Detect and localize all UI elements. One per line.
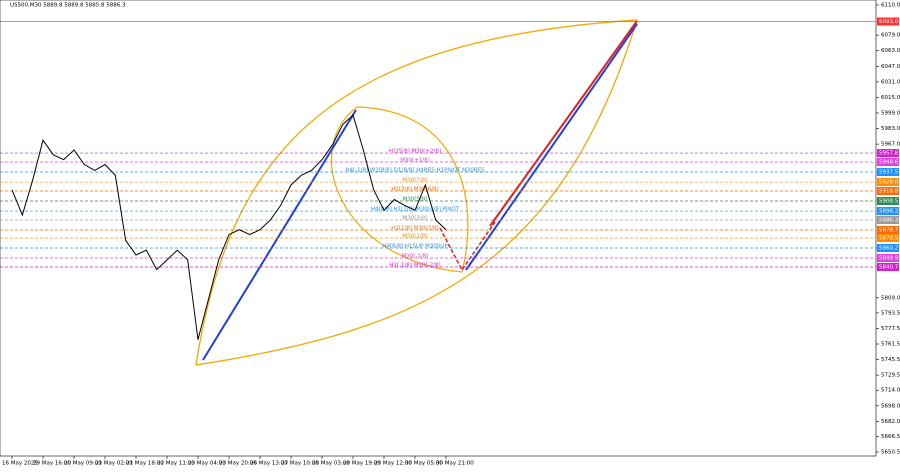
level-label: 5878.7 <box>879 228 899 234</box>
y-tick-label: 5729.5 <box>881 373 900 379</box>
y-tick-label: 5999.0 <box>881 110 900 116</box>
level-box <box>877 244 899 253</box>
level-note: H1[5/8] M30[+2/8] <box>389 149 441 155</box>
level-note: H4[6/8] H1SUP M30SUP <box>382 244 448 250</box>
trend-line <box>489 20 638 227</box>
x-tick-label: 16 May 2025 <box>2 461 38 467</box>
y-tick-label: 5666.5 <box>881 434 900 440</box>
x-tick-label: 29 May 12:00 <box>374 461 412 467</box>
projection-arrow <box>439 221 496 272</box>
y-tick-label: 6015.0 <box>881 95 900 101</box>
level-label: 5918.8 <box>879 188 899 194</box>
y-tick-label: 6110.0 <box>881 3 900 9</box>
y-tick-label: 5809.0 <box>881 295 900 301</box>
trend-line <box>202 109 357 361</box>
x-tick-label: 23 May 20:00 <box>219 461 257 467</box>
level-note: M30[1/8] <box>403 233 428 239</box>
x-tick-label: 28 May 03:00 <box>312 461 350 467</box>
level-box <box>877 149 899 158</box>
level-note: M30[-1/8] <box>402 254 429 260</box>
plot-frame <box>0 0 877 457</box>
level-label: 5840.7 <box>879 264 899 270</box>
x-tick-label: 28 May 19:00 <box>343 461 381 467</box>
level-box <box>877 215 899 224</box>
level-note: M30[+1/8] <box>400 158 430 164</box>
y-tick-label: 5761.5 <box>881 342 900 348</box>
trend-line <box>465 23 638 271</box>
level-box <box>877 17 899 26</box>
level-box <box>877 262 899 271</box>
y-tick-label: 5793.5 <box>881 310 900 316</box>
level-label: 5898.2 <box>879 209 898 215</box>
level-box <box>877 178 899 187</box>
level-label: 5937.5 <box>879 170 899 176</box>
x-tick-label: 21 May 02:00 <box>95 461 133 467</box>
level-box <box>877 186 899 195</box>
level-label: 5928.0 <box>879 180 899 186</box>
level-box <box>877 233 899 242</box>
x-tick-label: 30 May 21:00 <box>436 461 474 467</box>
level-box <box>877 197 899 206</box>
level-note: H1[-1/8] M30[-2/8] <box>389 262 440 268</box>
level-note: H1[3/8] M30[6/8] <box>391 186 438 192</box>
x-tick-label: 21 May 18:00 <box>126 461 164 467</box>
y-tick-label: 5777.5 <box>881 326 900 332</box>
y-tick-label: 5745.5 <box>881 357 900 363</box>
level-label: 5957.8 <box>879 151 899 157</box>
arc <box>195 19 638 366</box>
level-label: 5948.6 <box>879 160 899 166</box>
level-label: 5849.9 <box>879 256 899 262</box>
level-label: 6093.0 <box>879 19 899 25</box>
level-box <box>877 168 899 177</box>
level-box <box>877 254 899 263</box>
level-box <box>877 226 899 235</box>
x-tick-label: 27 May 10:00 <box>281 461 319 467</box>
level-note: H4[-1/8] W1[8/8] D1[8/8] H4RES H1PIVOT M… <box>345 168 485 174</box>
level-label: 5886.3 <box>879 217 899 223</box>
chart-title: US500,M30 5889.8 5889.8 5885.8 5886.3 <box>10 3 126 9</box>
x-tick-label: 19 May 16:00 <box>33 461 71 467</box>
y-tick-label: 5682.0 <box>881 419 900 425</box>
y-tick-label: 5967.0 <box>881 142 900 148</box>
x-tick-label: 26 May 13:00 <box>250 461 288 467</box>
arc <box>195 19 638 366</box>
y-tick-label: 5650.5 <box>881 450 900 456</box>
y-tick-label: 5698.0 <box>881 403 900 409</box>
drawings <box>195 19 638 366</box>
level-label: 5860.2 <box>879 246 898 252</box>
level-note: M30[7/8] <box>403 178 428 184</box>
level-label: 5908.5 <box>879 199 899 205</box>
y-tick-label: 6063.0 <box>881 48 900 54</box>
level-box <box>877 158 899 167</box>
y-tick-label: 6079.0 <box>881 33 900 39</box>
x-tick-label: 30 May 05:00 <box>405 461 443 467</box>
level-note: M30[5/8] <box>403 197 428 203</box>
y-tick-label: 6047.0 <box>881 64 900 70</box>
x-tick-label: 20 May 09:00 <box>64 461 102 467</box>
price-line <box>11 114 447 340</box>
y-tick-label: 6031.0 <box>881 79 900 85</box>
y-tick-label: 5983.0 <box>881 126 900 132</box>
x-tick-label: 22 May 11:00 <box>157 461 195 467</box>
y-tick-label: 5714.0 <box>881 388 900 394</box>
level-box <box>877 207 899 216</box>
x-tick-label: 23 May 04:00 <box>188 461 226 467</box>
level-note: H1[1/8] M30[2/8] <box>391 226 438 232</box>
level-note: M30[3/8] <box>403 215 428 221</box>
arc <box>356 106 469 273</box>
level-label: 5870.5 <box>879 235 899 241</box>
